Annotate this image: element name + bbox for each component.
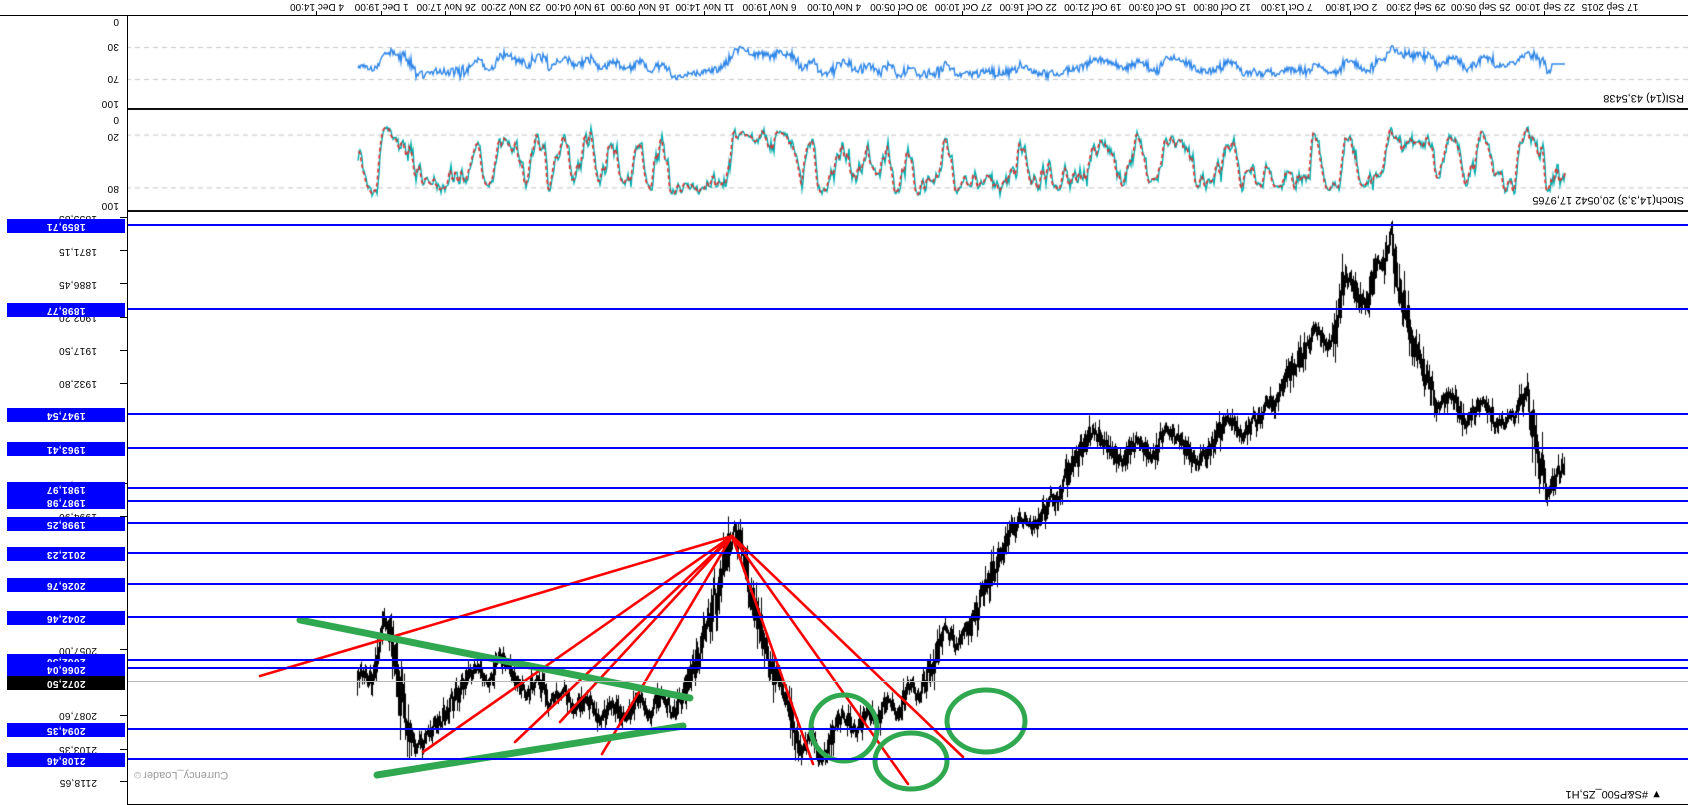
- price-tick-label: 1917,50: [58, 345, 97, 357]
- fan-trendline[interactable]: [258, 534, 734, 678]
- price-tick: [120, 781, 127, 783]
- price-tick-label: 2118,65: [59, 777, 97, 788]
- level-price-badge: 2108,46: [7, 753, 125, 768]
- stochastic-label: Stoch(14,3,3) 20,0542 17,9765: [1532, 194, 1684, 206]
- level-price-badge: 1998,25: [7, 516, 125, 531]
- time-tick-label: 2 Oct 18:00: [1325, 1, 1378, 12]
- ea-watermark: Currency_Loader☺: [132, 769, 229, 781]
- time-tick-label: 19 Oct 21:00: [1064, 1, 1122, 12]
- indicator-scale-label: 20: [107, 131, 119, 143]
- time-axis-border: [0, 15, 1688, 16]
- horizontal-level-line[interactable]: [128, 616, 1688, 619]
- price-tick: [120, 316, 127, 318]
- horizontal-level-line[interactable]: [128, 727, 1688, 730]
- time-tick-label: 4 Nov 01:00: [807, 1, 862, 12]
- price-tick: [120, 649, 127, 651]
- horizontal-level-line[interactable]: [128, 582, 1688, 585]
- indicator-scale-label: 0: [113, 16, 119, 27]
- level-price-badge: 2026,76: [7, 577, 125, 592]
- price-tick-label: 1886,45: [58, 278, 97, 290]
- fan-trendline[interactable]: [600, 534, 734, 756]
- horizontal-level-line[interactable]: [128, 659, 1688, 662]
- level-price-badge: 1981,97: [7, 481, 125, 496]
- fan-trendline[interactable]: [730, 534, 815, 766]
- fan-trendline[interactable]: [513, 534, 734, 744]
- horizontal-level-line[interactable]: [128, 521, 1688, 524]
- price-tick-label: 1932,80: [58, 378, 97, 390]
- indicator-scale-label: 70: [107, 73, 119, 85]
- drawings-overlay: [258, 534, 1028, 792]
- green-trendline[interactable]: [296, 616, 694, 702]
- price-scale[interactable]: 1855,851871,151886,451902,201917,501932,…: [0, 16, 128, 805]
- time-tick-label: 1 Dec 19:00: [354, 1, 409, 12]
- horizontal-level-line[interactable]: [128, 446, 1688, 449]
- time-tick-label: 7 Oct 13:00: [1260, 1, 1313, 12]
- time-tick-label: 19 Nov 04:00: [545, 1, 606, 12]
- green-ellipse-annotation[interactable]: [872, 730, 950, 792]
- current-price-badge: 2072,50: [7, 675, 125, 690]
- level-price-badge: 2042,46: [7, 611, 125, 626]
- level-price-badge: 2012,23: [7, 546, 125, 561]
- price-tick: [120, 748, 127, 750]
- indicator-scale-label: 100: [101, 200, 119, 211]
- price-tick-label: 1871,15: [58, 245, 97, 257]
- green-ellipse-annotation[interactable]: [944, 687, 1028, 755]
- time-tick-label: 17 Sep 2015: [1581, 1, 1639, 12]
- time-axis[interactable]: 17 Sep 2015 22 Sep 10:00 25 Sep 05:00 29 Se…: [0, 0, 1688, 15]
- time-tick-label: 11 Nov 14:00: [675, 1, 735, 12]
- symbol-timeframe-label: ▼ #S&P500_Z5,H1: [1565, 788, 1663, 800]
- time-tick-label: 30 Oct 05:00: [870, 1, 928, 12]
- fan-trendline[interactable]: [421, 534, 734, 754]
- horizontal-level-line[interactable]: [128, 758, 1688, 761]
- level-price-badge: 1963,41: [7, 441, 125, 456]
- time-tick-label: 22 Sep 10:00: [1515, 1, 1576, 12]
- time-tick-label: 15 Oct 03:00: [1128, 1, 1187, 12]
- indicator-scale-label: 100: [101, 98, 119, 109]
- price-tick: [120, 349, 127, 351]
- green-trendline[interactable]: [373, 722, 687, 779]
- price-tick-label: 2087,60: [58, 710, 97, 722]
- current-price-line: [128, 680, 1688, 682]
- time-tick-label: 12 Oct 08:00: [1193, 1, 1251, 12]
- horizontal-level-line[interactable]: [128, 667, 1688, 670]
- level-price-badge: 2066,04: [7, 662, 125, 677]
- horizontal-level-line[interactable]: [128, 412, 1688, 415]
- indicator-scale-label: 80: [107, 182, 119, 194]
- price-tick: [120, 283, 127, 285]
- stochastic-panel[interactable]: Stoch(14,3,3) 20,0542 17,9765: [128, 110, 1688, 208]
- time-tick-label: 22 Oct 16:00: [999, 1, 1057, 12]
- time-tick-label: 25 Sep 05:00: [1450, 1, 1511, 12]
- time-tick-label: 16 Nov 09:00: [610, 1, 671, 12]
- time-tick-label: 26 Nov 17:00: [416, 1, 477, 12]
- level-price-badge: 1947,54: [7, 407, 125, 422]
- horizontal-level-line[interactable]: [128, 224, 1688, 227]
- time-tick-label: 23 Nov 22:00: [481, 1, 541, 12]
- level-price-badge: 1859,71: [7, 219, 125, 234]
- rsi-canvas[interactable]: [128, 16, 1688, 106]
- indicator-scale-label: 0: [113, 114, 119, 125]
- horizontal-level-line[interactable]: [128, 551, 1688, 554]
- level-price-badge: 1898,77: [7, 303, 125, 318]
- stochastic-canvas[interactable]: [128, 110, 1688, 208]
- level-price-badge: 2094,35: [7, 722, 125, 737]
- rsi-panel[interactable]: RSI(14) 43,5438: [128, 16, 1688, 106]
- level-price-badge: 1987,98: [7, 494, 125, 509]
- time-tick-label: 4 Dec 14:00: [290, 1, 344, 12]
- horizontal-level-line[interactable]: [128, 486, 1688, 489]
- price-tick: [120, 714, 127, 716]
- main-price-panel[interactable]: ▼ #S&P500_Z5,H1: [128, 211, 1688, 805]
- price-tick: [120, 250, 127, 252]
- indicator-scale-label: 30: [107, 40, 119, 52]
- rsi-label: RSI(14) 43,5438: [1603, 92, 1684, 104]
- time-tick-label: 27 Oct 10:00: [934, 1, 993, 12]
- time-tick-label: 29 Sep 23:00: [1386, 1, 1446, 12]
- fan-trendline[interactable]: [730, 534, 965, 759]
- time-tick-label: 6 Nov 19:00: [742, 1, 797, 12]
- price-tick: [120, 382, 127, 384]
- fan-trendline[interactable]: [558, 534, 734, 724]
- horizontal-level-line[interactable]: [128, 308, 1688, 311]
- horizontal-level-line[interactable]: [128, 499, 1688, 502]
